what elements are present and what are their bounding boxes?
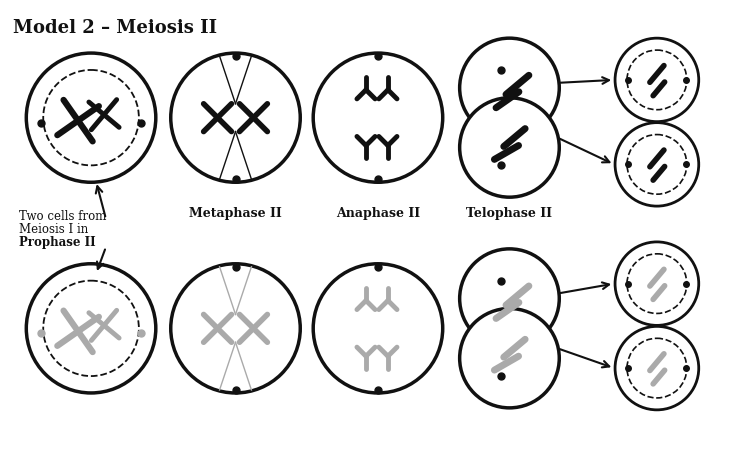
Text: Telophase II: Telophase II <box>467 207 553 220</box>
Circle shape <box>459 39 559 138</box>
Circle shape <box>615 124 699 207</box>
Circle shape <box>43 281 139 376</box>
Circle shape <box>171 54 301 183</box>
Circle shape <box>627 339 686 398</box>
Circle shape <box>43 71 139 166</box>
Circle shape <box>627 51 686 110</box>
Circle shape <box>627 135 686 195</box>
Circle shape <box>459 99 559 198</box>
Text: Model 2 – Meiosis II: Model 2 – Meiosis II <box>13 19 218 37</box>
Circle shape <box>615 242 699 326</box>
Text: Prophase II: Prophase II <box>19 235 96 249</box>
Text: Metaphase II: Metaphase II <box>189 207 282 220</box>
Circle shape <box>459 249 559 349</box>
Text: Anaphase II: Anaphase II <box>336 207 420 220</box>
Circle shape <box>313 54 442 183</box>
Circle shape <box>459 309 559 408</box>
Circle shape <box>615 39 699 122</box>
Circle shape <box>313 264 442 393</box>
Circle shape <box>615 327 699 410</box>
Circle shape <box>171 264 301 393</box>
Circle shape <box>26 54 156 183</box>
Text: Two cells from: Two cells from <box>19 210 107 223</box>
Circle shape <box>627 254 686 314</box>
Text: Meiosis I in: Meiosis I in <box>19 222 89 235</box>
Circle shape <box>26 264 156 393</box>
